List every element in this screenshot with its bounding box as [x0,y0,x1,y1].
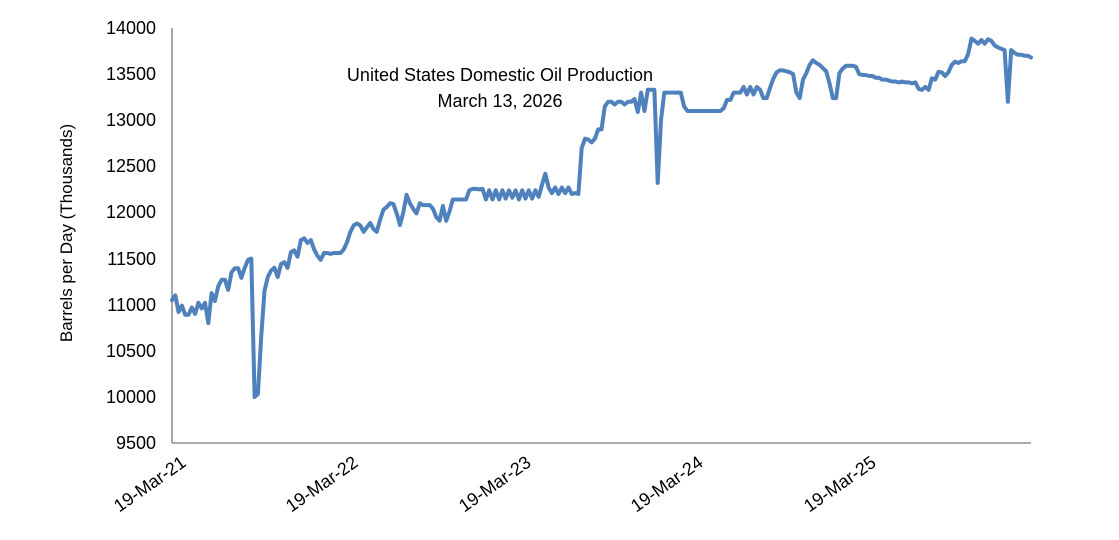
oil-production-line [170,36,1033,399]
y-tick-label: 13000 [105,110,156,131]
y-tick-label: 11000 [107,294,156,315]
y-axis-title: Barrels per Day (Thousands) [57,123,76,343]
y-tick-label: 9500 [115,433,156,453]
chart-subtitle: March 13, 2026 [437,91,563,111]
chart-title: United States Domestic Oil Production [346,65,654,85]
y-tick-label: 10500 [105,340,156,361]
y-tick-label: 12000 [105,202,156,223]
y-tick-label: 13500 [105,64,156,85]
y-tick-label: 12500 [105,156,156,177]
y-tick-label: 11500 [107,248,156,269]
y-tick-label: 10000 [105,386,156,407]
y-tick-label: 14000 [105,18,156,38]
